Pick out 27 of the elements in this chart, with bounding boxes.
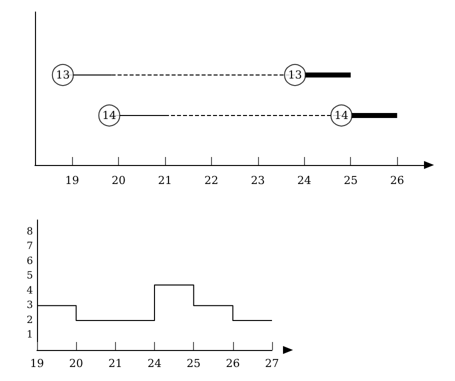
annotation: 14: [334, 109, 348, 122]
y-tick-label: 1: [26, 330, 33, 341]
annotation: 13: [288, 68, 302, 82]
y-tick-label: 6: [26, 256, 33, 267]
x-tick-label: 24: [148, 357, 162, 370]
x-tick-label: 24: [297, 174, 312, 187]
annotation: 13: [56, 68, 70, 82]
x-tick-label: 21: [108, 357, 122, 370]
annotation: 14: [102, 109, 116, 122]
x-tick-label: 26: [226, 357, 240, 370]
x-tick-label: 19: [30, 357, 44, 370]
y-tick-label: 7: [26, 241, 33, 252]
x-tick-label: 20: [69, 357, 84, 370]
x-tick-label: 20: [112, 174, 126, 187]
x-tick-label: 21: [158, 174, 172, 187]
x-tick-label: 25: [344, 174, 358, 187]
x-tick-label: 25: [186, 357, 201, 370]
y-tick-label: 2: [26, 314, 33, 326]
x-tick-label: 19: [65, 174, 80, 187]
y-tick-label: 3: [26, 300, 33, 312]
x-tick-label: 23: [250, 174, 265, 187]
y-tick-label: 5: [26, 270, 33, 282]
x-tick-label: 22: [204, 174, 218, 187]
y-tick-label: 4: [26, 285, 33, 296]
y-tick-label: 8: [26, 226, 33, 238]
x-tick-label: 26: [390, 174, 404, 187]
x-tick-label: 27: [265, 357, 279, 370]
